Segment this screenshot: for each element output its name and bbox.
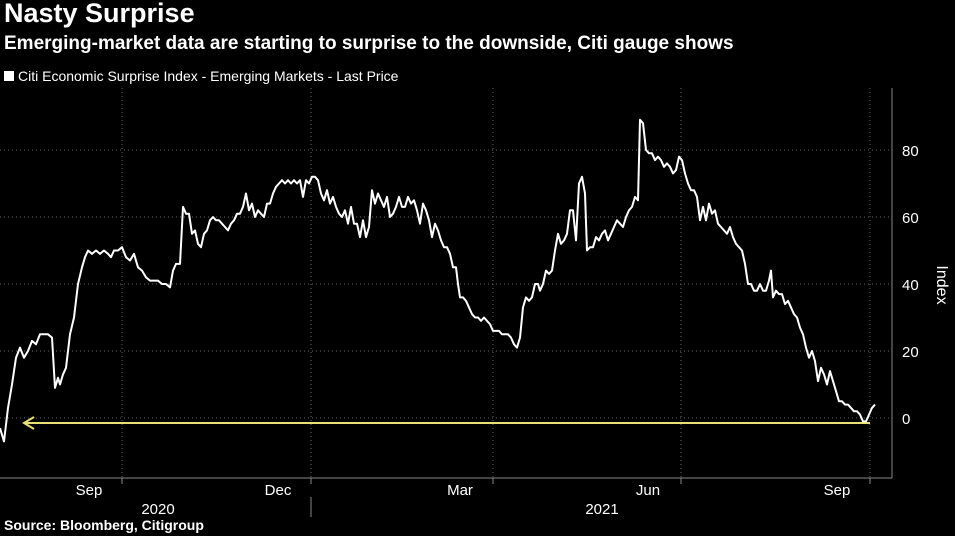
y-tick-label: 60 (902, 210, 919, 227)
legend-swatch (4, 71, 14, 81)
x-tick-label: Sep (76, 482, 103, 499)
y-tick-label: 80 (902, 143, 919, 160)
reference-arrow-icon (22, 416, 35, 430)
year-label: 2020 (141, 501, 174, 518)
y-tick-label: 40 (902, 277, 919, 294)
x-tick-label: Dec (265, 482, 292, 499)
year-label: 2021 (585, 501, 618, 518)
legend: Citi Economic Surprise Index - Emerging … (4, 68, 398, 84)
y-tick-label: 0 (902, 411, 910, 428)
source-note: Source: Bloomberg, Citigroup (4, 517, 204, 533)
chart-subtitle: Emerging-market data are starting to sur… (4, 33, 734, 54)
legend-label: Citi Economic Surprise Index - Emerging … (18, 68, 399, 84)
x-tick-label: Sep (824, 482, 851, 499)
x-tick-label: Jun (636, 482, 660, 499)
chart-title: Nasty Surprise (4, 0, 195, 28)
series-line-citi-esi-em (0, 118, 876, 443)
y-axis-title: Index (933, 265, 950, 304)
x-tick-label: Mar (447, 482, 473, 499)
y-tick-label: 20 (902, 344, 919, 361)
